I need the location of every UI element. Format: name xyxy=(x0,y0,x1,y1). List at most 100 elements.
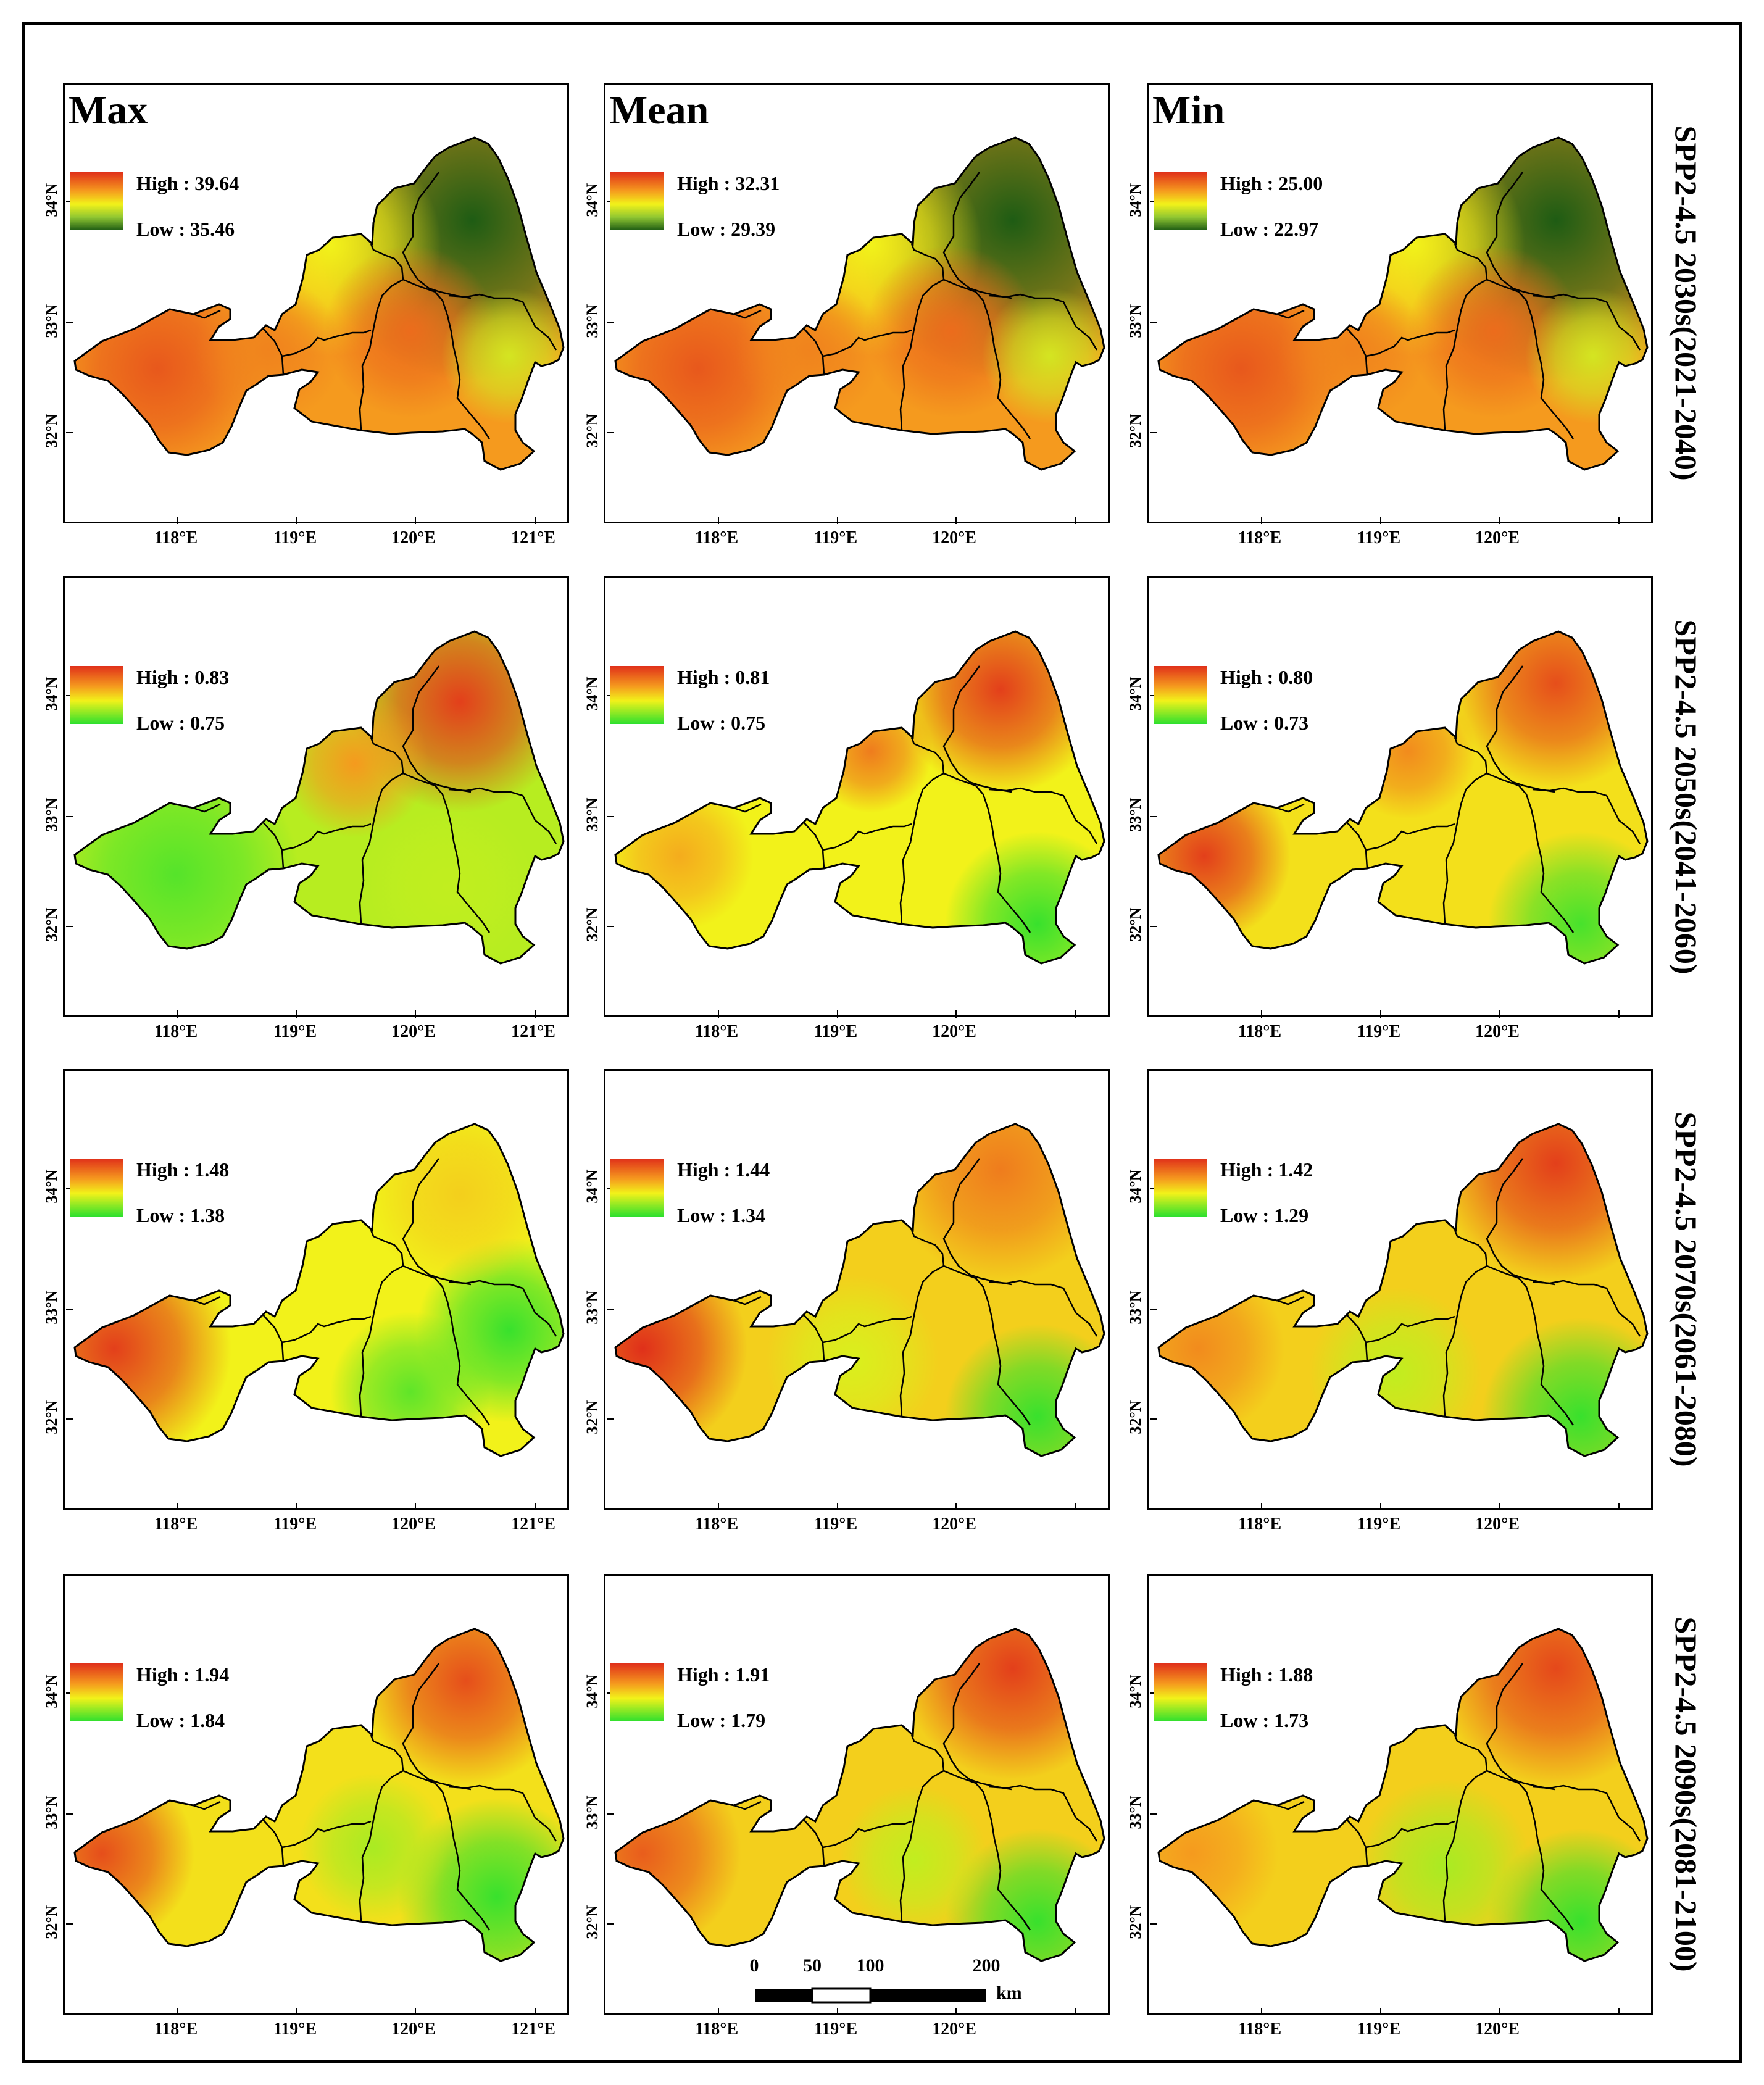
legend-high-value: High : 1.88 xyxy=(1220,1663,1313,1686)
lat-label: 34°N xyxy=(43,676,60,711)
row-title-3: SPP2-4.5 2070s(2061-2080) xyxy=(1669,1112,1704,1467)
district-boundary xyxy=(943,1265,1031,1426)
legend: High : 1.88 Low : 1.73 xyxy=(1154,1663,1376,1731)
district-boundary xyxy=(1442,1230,1488,1417)
raster-hotspot xyxy=(840,1786,988,1934)
district-boundary xyxy=(402,665,472,793)
raster-hotspot xyxy=(299,1773,447,1921)
district-boundary xyxy=(262,821,285,869)
district-boundary xyxy=(802,1818,825,1867)
district-boundary xyxy=(733,803,762,813)
lon-label: 119°E xyxy=(1357,528,1401,547)
raster-hotspot xyxy=(330,1312,491,1456)
district-boundary xyxy=(733,1800,762,1810)
map-panel-max-row2: High : 0.83 Low : 0.75 xyxy=(63,576,569,1018)
map-panel-min-row2: High : 0.80 Low : 0.73 xyxy=(1147,576,1653,1018)
lon-label: 119°E xyxy=(1357,1022,1401,1041)
district-boundary xyxy=(359,1230,404,1417)
row-title-2: SPP2-4.5 2050s(2041-2060) xyxy=(1669,619,1704,975)
lon-label: 119°E xyxy=(273,1515,317,1534)
district-boundary xyxy=(989,787,1098,844)
scale-bar-tick-label: 100 xyxy=(856,1955,884,1976)
district-boundary xyxy=(402,1663,472,1791)
lat-label: 32°N xyxy=(583,907,601,942)
lat-label: 32°N xyxy=(43,414,60,448)
legend-high-value: High : 1.91 xyxy=(677,1663,770,1686)
legend-color-ramp xyxy=(1154,666,1207,724)
district-boundary xyxy=(1346,1818,1368,1867)
district-boundary xyxy=(193,1296,221,1305)
map-canvas xyxy=(66,1628,565,2015)
district-boundary xyxy=(262,327,285,375)
legend: High : 32.31 Low : 29.39 xyxy=(610,172,833,240)
legend-low-value: Low : 0.73 xyxy=(1220,712,1309,734)
district-boundary xyxy=(402,772,491,933)
district-boundary xyxy=(822,1315,912,1344)
legend-low-value: Low : 1.73 xyxy=(1220,1709,1309,1731)
lon-label: 121°E xyxy=(511,1515,555,1534)
district-boundary xyxy=(193,803,221,813)
raster-hotspot xyxy=(194,276,343,424)
map-panel-max-row3: High : 1.48 Low : 1.38 xyxy=(63,1069,569,1510)
lat-label: 32°N xyxy=(43,907,60,942)
district-boundary xyxy=(899,1230,945,1417)
district-boundary xyxy=(1532,787,1641,844)
lon-label: 119°E xyxy=(813,1515,858,1534)
scale-bar: 0 50 100 200 km xyxy=(750,1955,1032,2023)
district-boundary xyxy=(1346,821,1368,869)
region-outline xyxy=(614,1123,1105,1457)
district-boundary xyxy=(402,1158,472,1286)
lon-label: 119°E xyxy=(813,2020,858,2039)
raster-hotspot xyxy=(766,1275,939,1447)
legend: High : 1.91 Low : 1.79 xyxy=(610,1663,833,1731)
district-boundary xyxy=(359,243,404,431)
district-boundary xyxy=(899,737,945,925)
legend-color-ramp xyxy=(70,1663,123,1721)
map-panel-min-row1: Min High : 25.00 Low : 22.97 xyxy=(1147,83,1653,524)
map-panel-mean-row1: Mean High : 32.31 Low : 29.39 xyxy=(604,83,1110,524)
legend-high-value: High : 1.48 xyxy=(136,1159,230,1181)
district-boundary xyxy=(822,329,912,357)
lon-label: 118°E xyxy=(694,1515,739,1534)
district-boundary xyxy=(989,293,1098,351)
row-title-4: SPP2-4.5 2090s(2081-2100) xyxy=(1669,1617,1704,1972)
district-boundary xyxy=(1442,243,1488,431)
district-boundary xyxy=(942,1158,1012,1286)
map-panel-max-row1: Max High : 39.64 Low : 35.46 xyxy=(63,83,569,524)
raster-hotspot xyxy=(735,276,883,424)
district-boundary xyxy=(899,243,945,431)
district-boundary xyxy=(733,1296,762,1305)
lat-label: 33°N xyxy=(1126,304,1144,338)
map-canvas xyxy=(1150,1123,1649,1510)
lon-label: 120°E xyxy=(391,2020,436,2039)
column-title: Mean xyxy=(609,88,709,133)
district-boundary xyxy=(1486,772,1575,933)
scale-bar-tick-label: 50 xyxy=(803,1955,822,1976)
district-boundary xyxy=(989,1784,1098,1842)
district-boundary xyxy=(448,1784,557,1842)
district-boundary xyxy=(942,172,1012,299)
legend-low-value: Low : 0.75 xyxy=(136,712,225,734)
lat-label: 34°N xyxy=(43,1169,60,1204)
region-outline xyxy=(614,136,1105,471)
scale-segment xyxy=(870,1989,986,2002)
district-boundary xyxy=(402,278,491,439)
lon-label: 120°E xyxy=(1475,528,1520,547)
lon-label: 118°E xyxy=(1238,528,1282,547)
raster-hotspot xyxy=(361,1629,564,1786)
lon-label: 121°E xyxy=(511,1022,555,1041)
lon-label: 118°E xyxy=(694,1022,739,1041)
legend-low-value: Low : 29.39 xyxy=(677,218,776,240)
lat-label: 34°N xyxy=(43,183,60,217)
lat-label: 33°N xyxy=(1126,797,1144,832)
lon-label: 119°E xyxy=(1357,1515,1401,1534)
raster-hotspot xyxy=(1278,276,1426,424)
district-boundary xyxy=(448,293,557,351)
lat-label: 33°N xyxy=(583,797,601,832)
lat-label: 33°N xyxy=(583,304,601,338)
map-canvas xyxy=(66,136,565,524)
region-outline xyxy=(1157,136,1649,471)
district-boundary xyxy=(1365,1315,1455,1344)
region-outline xyxy=(1157,1123,1649,1457)
lat-label: 32°N xyxy=(583,1400,601,1434)
